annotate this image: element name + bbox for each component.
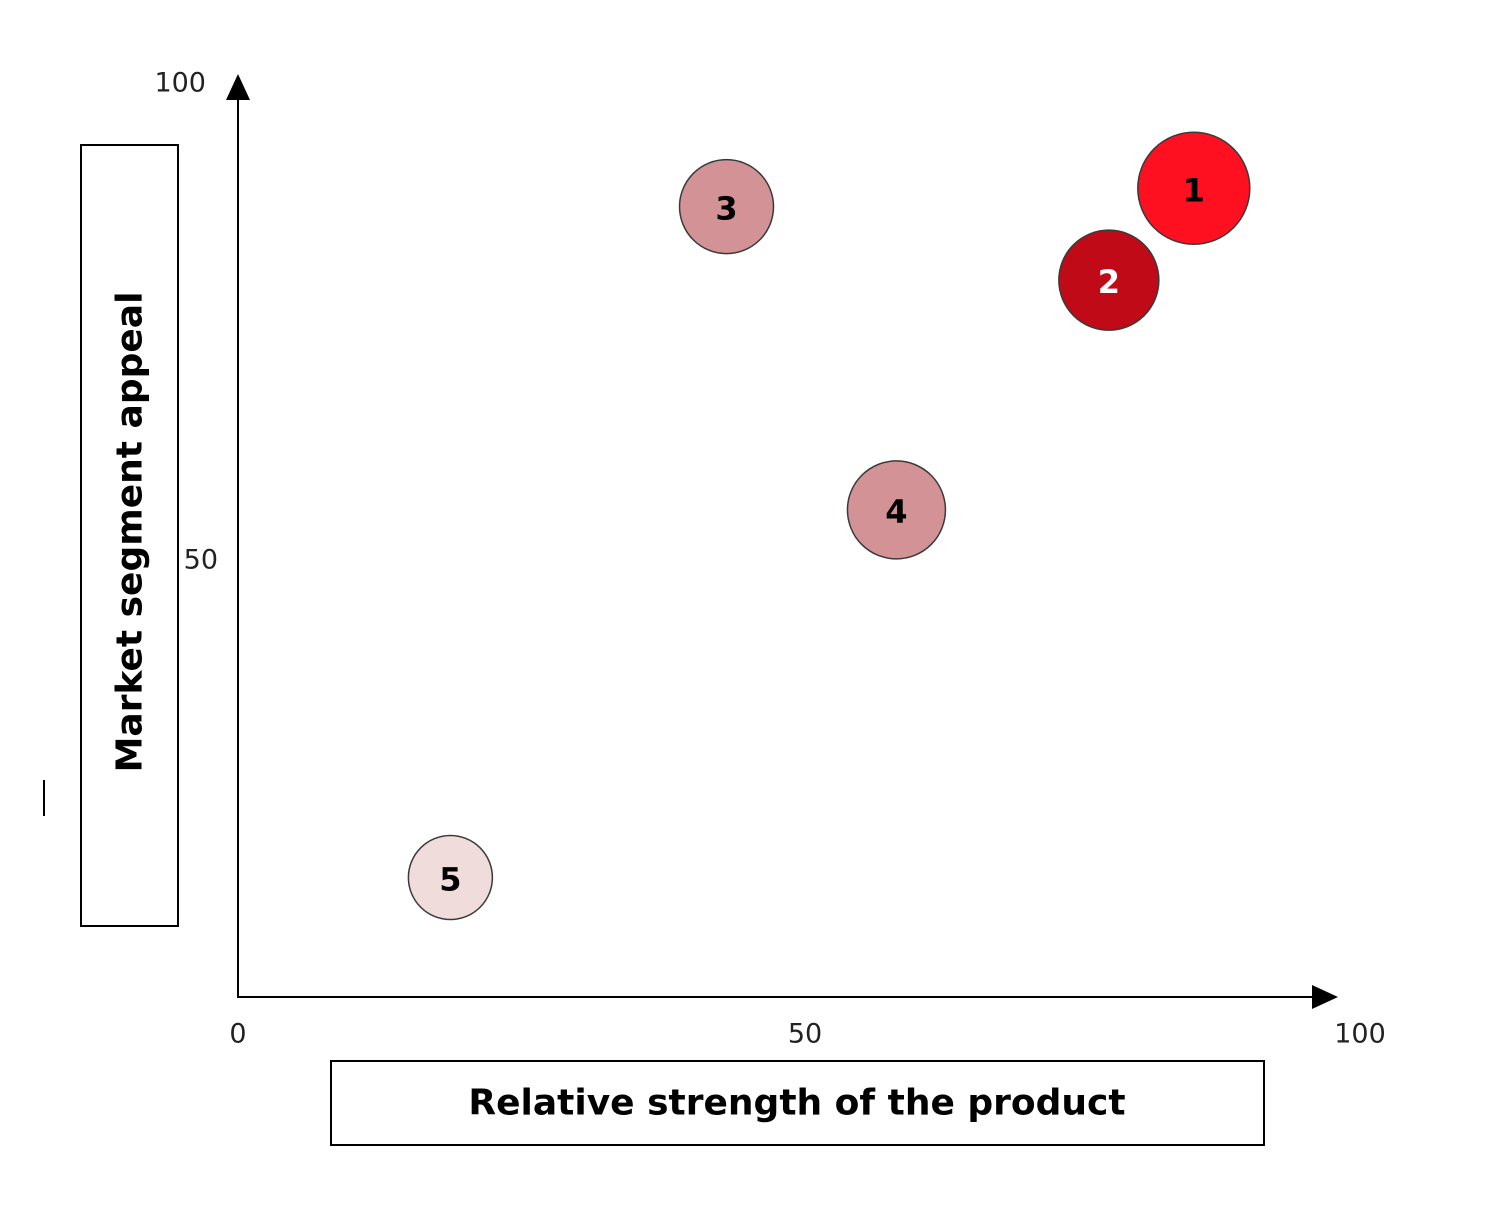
bubble-label-1: 1 [1183, 171, 1205, 209]
y-axis-arrow [226, 74, 250, 100]
bubble-label-5: 5 [439, 861, 461, 899]
y-tick-label-50: 50 [184, 545, 218, 576]
bubble-label-3: 3 [715, 190, 737, 228]
x-axis-arrow [1312, 985, 1338, 1009]
y-tick-label-100: 100 [154, 68, 206, 99]
x-axis-title-box [330, 1060, 1265, 1146]
y-axis-title-box [80, 144, 179, 927]
bubble-label-2: 2 [1098, 263, 1120, 301]
bubble-3 [678, 158, 775, 255]
bubble-2 [1058, 229, 1160, 331]
bubble-label-4: 4 [885, 493, 907, 531]
bubble-5 [407, 834, 494, 921]
bubbles-group: 1 2 3 4 5 [407, 131, 1251, 921]
x-tick-label-100: 100 [1334, 1019, 1386, 1050]
x-tick-label-0: 0 [229, 1019, 246, 1050]
x-tick-label-50: 50 [788, 1019, 822, 1050]
bubble-1 [1137, 131, 1251, 246]
x-axis-title: Relative strength of the product [468, 1083, 1125, 1124]
bubble-4 [846, 460, 947, 560]
y-axis-title: Market segment appeal [110, 292, 151, 773]
